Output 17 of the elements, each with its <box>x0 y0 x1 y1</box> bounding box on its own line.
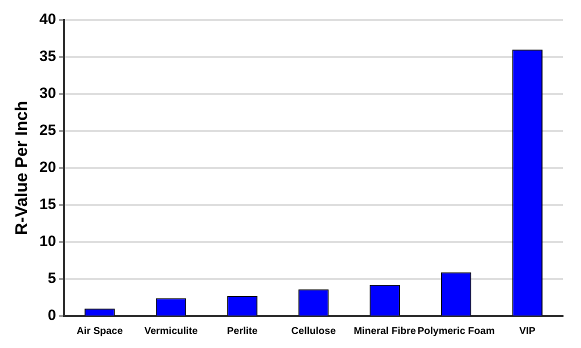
x-tick-label: Vermiculite <box>144 326 198 337</box>
y-tick-label: 15 <box>39 196 56 214</box>
x-tick-label: Perlite <box>226 326 258 337</box>
y-tick-label: 30 <box>39 85 56 102</box>
y-tick-label: 0 <box>48 307 56 324</box>
x-tick-label: Polymeric Foam <box>417 326 495 337</box>
y-axis-title: R-Value Per Inch <box>12 100 31 236</box>
y-tick-label: 25 <box>39 122 56 140</box>
x-tick-label: Mineral Fibre <box>354 326 416 337</box>
x-tick-label: Cellulose <box>291 326 336 337</box>
y-tick-label: 10 <box>39 233 56 250</box>
y-tick-label: 5 <box>48 270 56 288</box>
x-tick-label: VIP <box>519 326 536 337</box>
y-tick-label: 35 <box>39 48 56 66</box>
y-tick-label: 40 <box>39 11 56 28</box>
x-tick-label: Air Space <box>76 326 124 337</box>
y-tick-label: 20 <box>39 159 56 176</box>
